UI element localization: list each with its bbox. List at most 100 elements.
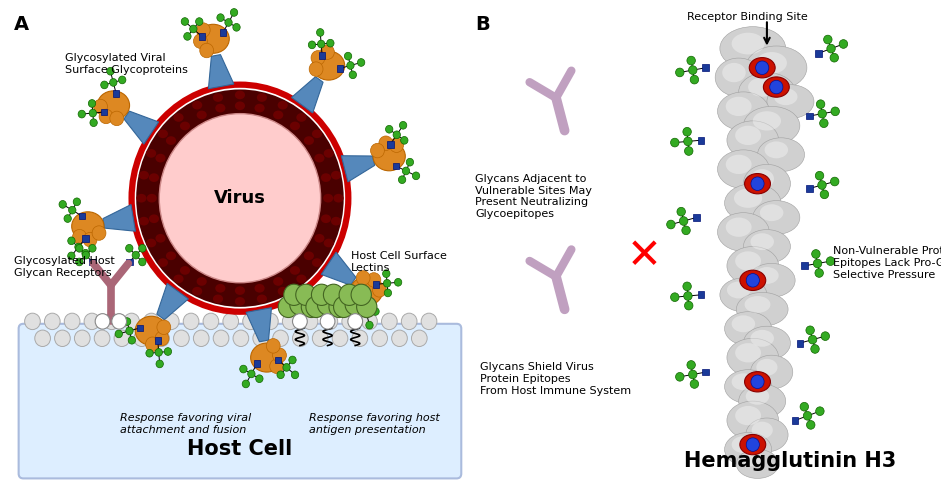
Circle shape bbox=[182, 18, 188, 26]
Ellipse shape bbox=[739, 384, 786, 418]
Circle shape bbox=[815, 172, 823, 180]
Circle shape bbox=[273, 348, 286, 362]
Circle shape bbox=[321, 45, 334, 59]
Circle shape bbox=[812, 249, 821, 258]
Ellipse shape bbox=[155, 154, 166, 162]
Circle shape bbox=[391, 330, 407, 347]
Ellipse shape bbox=[736, 292, 789, 326]
Circle shape bbox=[805, 326, 814, 335]
Ellipse shape bbox=[350, 277, 383, 306]
Ellipse shape bbox=[751, 355, 792, 389]
Circle shape bbox=[831, 177, 839, 186]
Ellipse shape bbox=[311, 130, 322, 138]
Ellipse shape bbox=[739, 72, 795, 111]
Ellipse shape bbox=[180, 266, 190, 275]
Ellipse shape bbox=[726, 121, 779, 160]
Circle shape bbox=[677, 208, 685, 216]
Circle shape bbox=[164, 313, 179, 330]
Ellipse shape bbox=[158, 130, 168, 138]
Circle shape bbox=[216, 14, 224, 22]
Ellipse shape bbox=[321, 173, 331, 182]
Circle shape bbox=[247, 370, 255, 378]
Circle shape bbox=[813, 259, 821, 268]
Circle shape bbox=[311, 51, 325, 65]
Ellipse shape bbox=[745, 46, 806, 90]
Text: Host Cell: Host Cell bbox=[187, 439, 293, 459]
Circle shape bbox=[88, 100, 96, 107]
Ellipse shape bbox=[744, 372, 771, 392]
Ellipse shape bbox=[743, 230, 790, 263]
Circle shape bbox=[827, 44, 836, 53]
Ellipse shape bbox=[257, 93, 267, 102]
Ellipse shape bbox=[331, 171, 342, 179]
Ellipse shape bbox=[254, 104, 264, 112]
Circle shape bbox=[363, 310, 371, 318]
Bar bbox=[89, 258, 96, 265]
Circle shape bbox=[383, 280, 391, 287]
Circle shape bbox=[89, 109, 97, 117]
Polygon shape bbox=[103, 205, 136, 231]
Ellipse shape bbox=[740, 434, 766, 455]
Circle shape bbox=[256, 375, 263, 383]
Circle shape bbox=[818, 109, 826, 118]
Circle shape bbox=[770, 80, 783, 94]
Circle shape bbox=[820, 119, 828, 128]
Bar bbox=[805, 113, 812, 119]
Bar bbox=[805, 185, 812, 192]
Circle shape bbox=[358, 59, 365, 67]
Ellipse shape bbox=[732, 33, 764, 54]
Circle shape bbox=[156, 360, 164, 368]
Circle shape bbox=[293, 330, 309, 347]
Circle shape bbox=[826, 257, 835, 265]
Ellipse shape bbox=[731, 436, 755, 453]
Circle shape bbox=[232, 24, 240, 31]
Ellipse shape bbox=[745, 418, 788, 452]
Circle shape bbox=[811, 345, 820, 353]
Circle shape bbox=[349, 71, 357, 79]
Bar bbox=[154, 337, 161, 344]
Circle shape bbox=[357, 296, 377, 317]
Polygon shape bbox=[124, 111, 159, 144]
Ellipse shape bbox=[250, 343, 283, 372]
Ellipse shape bbox=[748, 263, 795, 297]
Circle shape bbox=[383, 270, 390, 278]
Ellipse shape bbox=[166, 136, 176, 145]
Circle shape bbox=[279, 296, 298, 317]
Ellipse shape bbox=[735, 126, 761, 145]
Ellipse shape bbox=[717, 92, 770, 131]
Circle shape bbox=[88, 245, 96, 252]
Circle shape bbox=[666, 220, 675, 229]
Ellipse shape bbox=[235, 286, 245, 295]
Circle shape bbox=[839, 39, 848, 48]
Ellipse shape bbox=[296, 113, 307, 122]
Ellipse shape bbox=[197, 277, 207, 286]
Circle shape bbox=[155, 331, 168, 346]
Circle shape bbox=[94, 330, 110, 347]
Circle shape bbox=[354, 313, 361, 320]
Ellipse shape bbox=[314, 154, 325, 162]
Ellipse shape bbox=[767, 85, 814, 118]
Circle shape bbox=[124, 313, 139, 330]
Ellipse shape bbox=[138, 217, 149, 225]
Ellipse shape bbox=[155, 234, 166, 243]
Ellipse shape bbox=[757, 359, 777, 376]
Ellipse shape bbox=[726, 155, 752, 174]
Ellipse shape bbox=[763, 77, 789, 97]
Circle shape bbox=[684, 301, 693, 310]
Circle shape bbox=[345, 294, 365, 315]
Bar bbox=[702, 65, 710, 71]
Circle shape bbox=[352, 330, 368, 347]
Circle shape bbox=[125, 245, 133, 252]
Polygon shape bbox=[342, 156, 375, 182]
Bar bbox=[113, 90, 120, 97]
Circle shape bbox=[823, 35, 832, 44]
Circle shape bbox=[59, 201, 67, 208]
Bar bbox=[373, 281, 379, 288]
Circle shape bbox=[159, 114, 321, 283]
Ellipse shape bbox=[235, 102, 245, 110]
Ellipse shape bbox=[726, 97, 752, 116]
FancyBboxPatch shape bbox=[19, 324, 461, 478]
Ellipse shape bbox=[745, 388, 770, 405]
Circle shape bbox=[676, 68, 684, 77]
Circle shape bbox=[821, 332, 830, 341]
